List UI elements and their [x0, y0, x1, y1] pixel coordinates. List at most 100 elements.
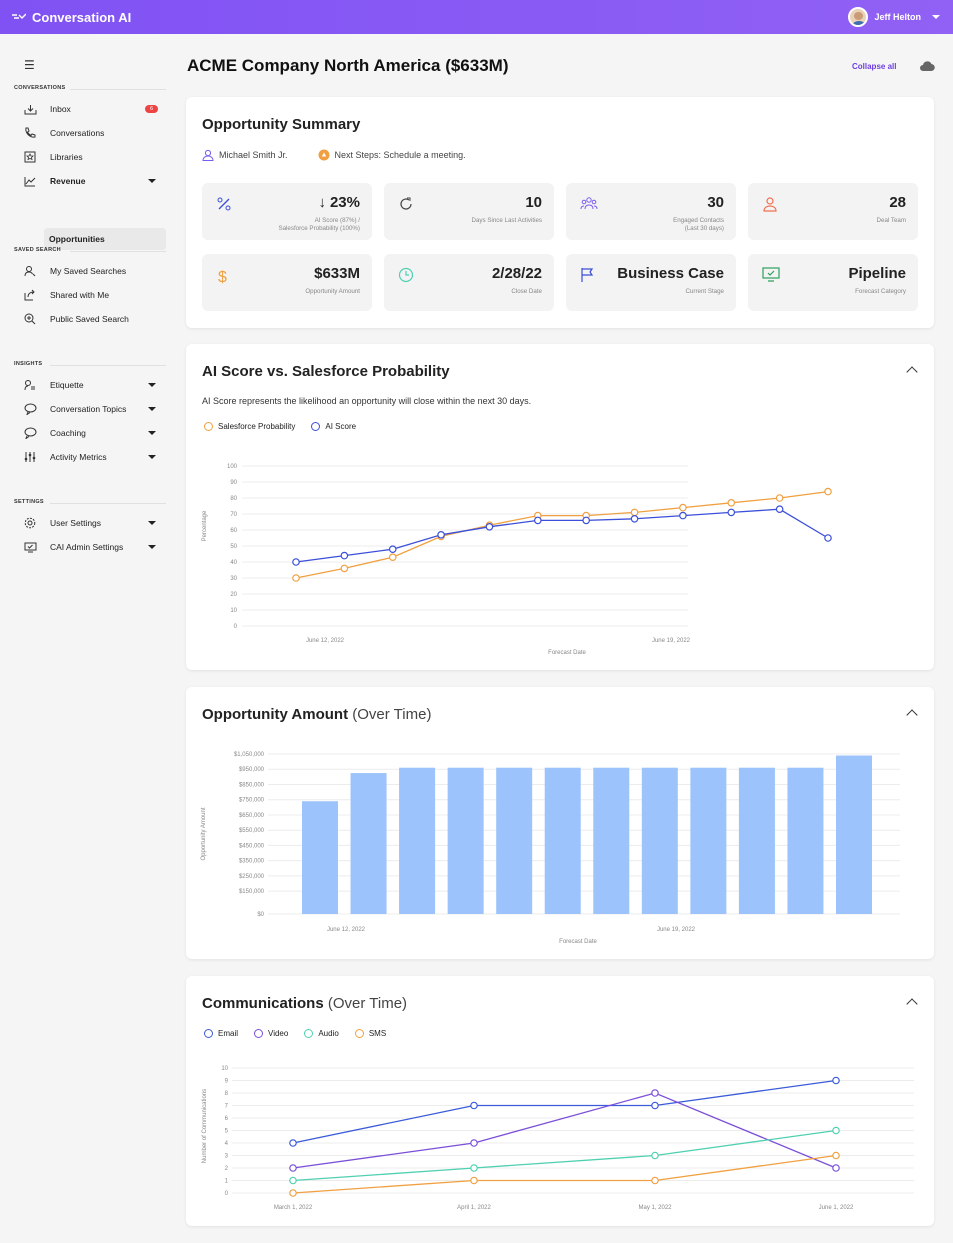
menu-icon[interactable]: ☰ — [24, 58, 35, 72]
arrow-down-icon: ↓ — [318, 194, 326, 211]
dollar-icon: $ — [218, 269, 227, 285]
user-name: Jeff Helton — [874, 12, 921, 22]
sidebar: ☰ CONVERSATIONS Inbox 6 Conversations Li… — [0, 34, 176, 1243]
tile-value: Pipeline — [848, 265, 906, 282]
data-point — [775, 505, 784, 514]
y-axis-label: Opportunity Amount — [201, 807, 207, 860]
cloud-icon[interactable] — [919, 60, 935, 72]
tile-label: Deal Team — [876, 217, 906, 224]
y-tick-label: 5 — [225, 1129, 229, 1135]
person-icon — [763, 197, 777, 212]
tile-ai-score: ↓ 23% AI Score (87%) / Salesforce Probabil… — [202, 183, 372, 240]
y-tick-label: 20 — [230, 592, 237, 598]
legend-item[interactable]: Salesforce Probability — [204, 422, 295, 431]
series-line — [292, 1079, 837, 1144]
y-tick-label: $450,000 — [239, 843, 265, 849]
sidebar-item-inbox[interactable]: Inbox 6 — [22, 99, 166, 119]
chevron-down-icon — [148, 179, 156, 183]
tile-current-stage: Business Case Current Stage — [566, 254, 736, 311]
sidebar-item-cai-admin-settings[interactable]: CAI Admin Settings — [22, 537, 166, 557]
series-line — [292, 1129, 837, 1182]
chevron-down-icon — [148, 521, 156, 525]
y-tick-label: 3 — [225, 1154, 229, 1160]
sidebar-item-libraries[interactable]: Libraries — [22, 147, 166, 167]
legend-item[interactable]: Video — [254, 1029, 288, 1038]
bar — [690, 767, 727, 914]
sidebar-item-label: Revenue — [50, 176, 86, 186]
legend-item[interactable]: Email — [204, 1029, 238, 1038]
summary-meta: Michael Smith Jr. Next Steps: Schedule a… — [202, 149, 496, 161]
chevron-down-icon — [148, 383, 156, 387]
monitor-check-icon — [762, 267, 780, 282]
y-tick-label: $650,000 — [239, 813, 265, 819]
collapse-all-button[interactable]: Collapse all — [852, 62, 897, 71]
legend-label: Email — [218, 1029, 239, 1038]
y-tick-label: 0 — [225, 1191, 229, 1197]
sidebar-item-my-saved-searches[interactable]: My Saved Searches — [22, 261, 166, 281]
tile-label: Forecast Category — [855, 288, 906, 295]
sidebar-item-label: Etiquette — [50, 380, 84, 390]
y-tick-label: 80 — [230, 496, 237, 502]
percent-icon — [217, 197, 231, 211]
sidebar-item-conversations[interactable]: Conversations — [22, 123, 166, 143]
data-point — [340, 551, 349, 560]
sidebar-item-etiquette[interactable]: Etiquette — [22, 375, 166, 395]
y-tick-label: 8 — [225, 1091, 229, 1097]
sidebar-item-label: Libraries — [50, 152, 83, 162]
opportunity-amount-card: Opportunity Amount (Over Time) $0 $150,00… — [186, 687, 934, 959]
brand[interactable]: Conversation AI — [12, 10, 131, 25]
tile-label: Opportunity Amount — [305, 288, 360, 295]
tile-label: Days Since Last Activities — [471, 217, 543, 224]
x-tick-label: June 1, 2022 — [819, 1205, 854, 1211]
data-point — [727, 499, 736, 507]
tile-label-2: Salesforce Probability (100%) — [278, 225, 360, 232]
series-line — [295, 490, 829, 579]
sidebar-item-conversation-topics[interactable]: Conversation Topics — [22, 399, 166, 419]
next-steps-icon — [318, 149, 330, 161]
data-point — [651, 1176, 659, 1185]
sidebar-item-label: CAI Admin Settings — [50, 542, 124, 552]
data-point — [437, 531, 445, 539]
bar — [302, 801, 338, 914]
card-title: AI Score vs. Salesforce Probability — [202, 363, 450, 380]
bar — [399, 767, 436, 914]
app-title: Conversation AI — [32, 9, 132, 25]
user-menu[interactable]: Jeff Helton — [848, 7, 941, 27]
y-tick-label: 100 — [227, 464, 238, 470]
y-tick-label: $350,000 — [239, 859, 265, 865]
tile-label: Engaged Contacts — [673, 217, 724, 224]
data-point — [534, 516, 542, 525]
y-tick-label: 60 — [230, 528, 237, 534]
tile-value: 23% — [329, 194, 360, 211]
sidebar-item-user-settings[interactable]: User Settings — [22, 513, 166, 533]
chart-legend: Email Video Audio SMS — [204, 1029, 390, 1038]
tile-value: 10 — [525, 194, 542, 211]
legend-item[interactable]: SMS — [354, 1029, 386, 1038]
tile-forecast-category: Pipeline Forecast Category — [748, 254, 918, 311]
sidebar-item-public-saved-search[interactable]: Public Saved Search — [22, 309, 166, 329]
data-point — [470, 1164, 478, 1172]
sidebar-item-revenue[interactable]: Revenue — [22, 171, 166, 191]
legend-item[interactable]: AI Score — [311, 422, 356, 431]
data-point — [470, 1101, 478, 1110]
y-tick-label: $150,000 — [239, 889, 265, 895]
tile-label: Close Date — [511, 288, 542, 295]
sidebar-item-activity-metrics[interactable]: Activity Metrics — [22, 447, 166, 467]
sidebar-item-label: Public Saved Search — [50, 314, 129, 324]
opportunity-summary-card: Opportunity Summary Michael Smith Jr. Ne… — [186, 97, 934, 328]
y-tick-label: 50 — [230, 544, 237, 550]
sidebar-item-opportunities[interactable]: Opportunities — [44, 228, 166, 250]
card-title-suffix: (Over Time) — [352, 706, 432, 723]
legend-item[interactable]: Audio — [304, 1029, 339, 1038]
y-tick-label: 2 — [225, 1166, 229, 1172]
data-point — [727, 508, 736, 517]
sidebar-item-shared-with-me[interactable]: Shared with Me — [22, 285, 166, 305]
gear-icon — [22, 516, 38, 530]
y-axis-label: Percentage — [202, 510, 208, 541]
tile-engaged-contacts: 30 Engaged Contacts (Last 30 days) — [566, 183, 736, 240]
phone-icon — [22, 126, 38, 140]
y-tick-label: 9 — [225, 1079, 229, 1085]
bar — [738, 767, 775, 914]
data-point — [651, 1151, 659, 1160]
sidebar-item-coaching[interactable]: Coaching — [22, 423, 166, 443]
